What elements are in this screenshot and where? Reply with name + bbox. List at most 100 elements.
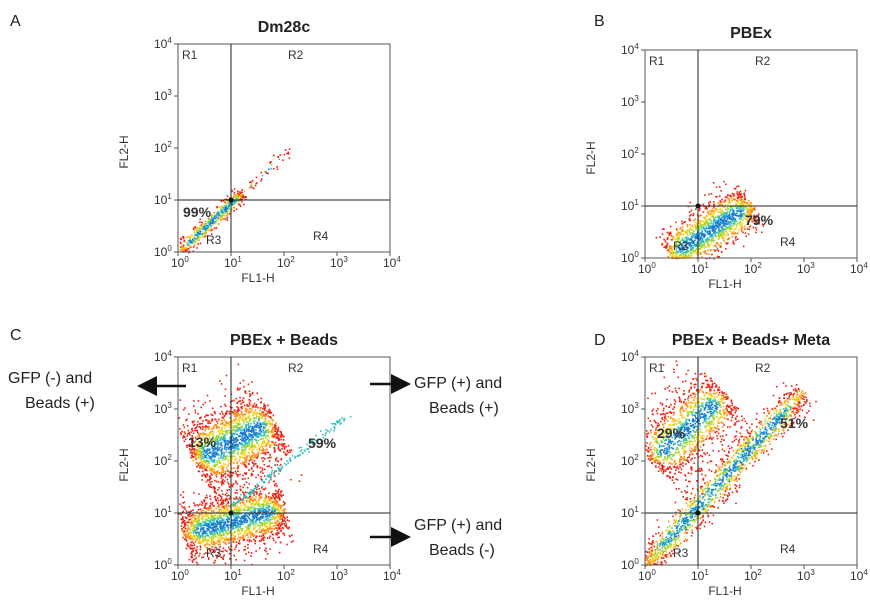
event [722,206,725,209]
event [244,497,247,499]
event [277,505,280,507]
event [258,528,261,531]
event [201,534,204,537]
event [204,462,207,464]
event [221,427,223,430]
event [210,539,212,541]
event [214,423,217,426]
event [236,195,239,197]
event [208,517,211,520]
event [255,514,257,516]
event [204,535,207,538]
event [273,510,276,512]
event [249,425,252,428]
event [220,472,222,475]
event [236,405,238,408]
event [706,207,708,210]
event [280,490,283,493]
event [202,529,204,531]
event [716,216,719,219]
event [215,529,217,532]
event [217,218,219,221]
event [277,508,280,510]
event [220,205,223,208]
event [746,219,749,221]
event [247,516,250,518]
event [246,403,248,406]
event [219,530,221,532]
event [212,540,214,543]
event [266,451,269,453]
event [227,527,230,529]
event [211,218,214,221]
event [675,233,678,236]
event [258,417,260,419]
event [213,488,216,491]
event [679,227,682,229]
event [192,459,194,462]
event [229,473,231,476]
event [272,533,274,536]
event [195,515,197,517]
event [248,438,251,441]
event [727,233,729,236]
event [217,527,219,530]
event [212,222,215,224]
event [731,213,733,215]
event [216,464,218,466]
event [179,241,182,244]
event [691,229,693,231]
event [200,464,203,467]
event [257,422,259,425]
event [195,454,198,457]
event [710,218,712,221]
event [248,435,251,438]
event [209,422,211,424]
event [241,399,244,402]
event [729,225,732,227]
event [672,250,674,252]
event [265,501,267,504]
event [758,217,761,220]
event [193,492,195,494]
event [217,212,220,214]
event [675,242,678,245]
event [238,507,241,509]
event [217,466,220,469]
event [191,514,194,516]
event [720,213,723,215]
event [244,443,246,446]
event [274,507,276,510]
event [708,246,710,249]
event [281,509,284,512]
event [258,499,260,501]
event [252,391,254,394]
event [258,547,261,549]
event [698,236,700,239]
event [234,470,237,473]
event [748,215,750,217]
event [215,227,218,229]
event [245,438,247,441]
event [204,515,206,518]
event [715,244,717,246]
event [262,460,264,462]
event [202,532,205,535]
event [282,514,284,516]
event [243,190,246,192]
event [255,183,257,185]
event [219,432,221,434]
event [193,450,196,452]
event [705,221,707,223]
event [259,496,261,498]
event [708,239,711,242]
event [261,527,264,530]
event [686,249,689,251]
event [208,536,211,539]
event [742,206,745,209]
event [260,509,263,512]
event [736,212,738,215]
event [211,430,214,433]
event [745,218,747,220]
event [262,442,265,445]
